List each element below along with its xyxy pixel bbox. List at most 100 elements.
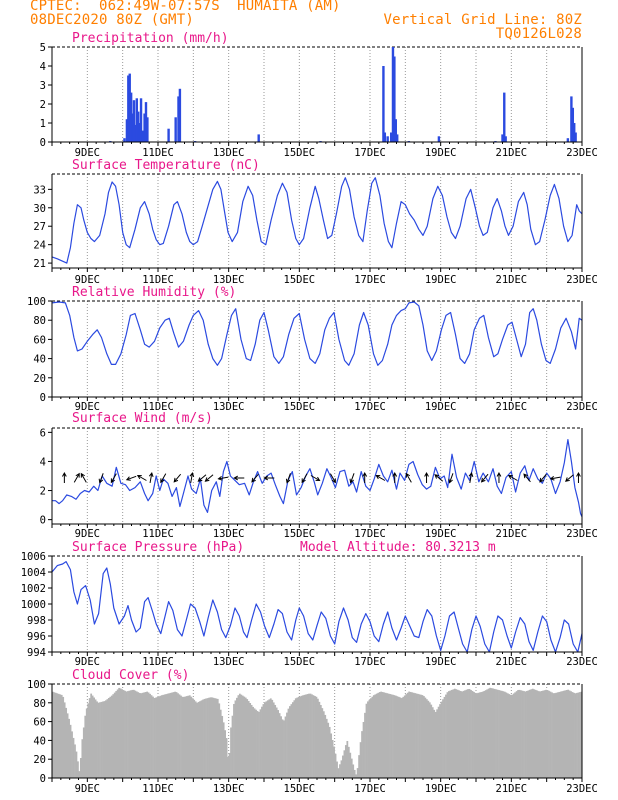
cloud-bar: [140, 693, 143, 778]
cloud-bar: [481, 691, 484, 778]
wind-arrow: [301, 473, 308, 484]
cloud-bar: [496, 689, 499, 778]
cloud-bar: [431, 707, 434, 778]
cloud-bar: [424, 697, 427, 778]
x-tick-label: 11DEC: [142, 528, 174, 540]
y-tick-label: 24: [33, 240, 46, 252]
series-line: [51, 177, 583, 264]
cloud-bar: [93, 697, 95, 778]
cloud-bar: [238, 693, 241, 778]
cloud-bar: [355, 774, 358, 778]
cloud-bar: [193, 699, 196, 778]
cloud-bar: [400, 698, 403, 778]
wind-arrow: [329, 473, 336, 484]
cloud-bar: [211, 697, 213, 778]
vertical-grid-note: Vertical Grid Line: 80Z: [383, 12, 582, 28]
precip-bar: [574, 132, 577, 142]
cloud-bar: [389, 693, 391, 778]
cloud-bar: [100, 701, 103, 778]
cloud-bar: [131, 689, 134, 778]
cloud-bar: [505, 692, 508, 778]
cloud-bar: [252, 706, 254, 778]
cloud-bar: [85, 708, 88, 778]
precip-bar: [571, 107, 575, 142]
cloud-bar: [493, 688, 496, 778]
cloud-bar: [445, 694, 447, 778]
cloud-bar: [272, 702, 275, 778]
cloud-bar: [280, 716, 282, 778]
cloud-bar: [302, 695, 305, 778]
cloud-bar: [194, 701, 197, 778]
precip-bar: [167, 128, 170, 142]
cloud-bar: [52, 691, 54, 778]
y-tick-label: 30: [33, 203, 46, 215]
cloud-bar: [483, 690, 486, 778]
y-tick-label: 40: [33, 354, 46, 366]
y-tick-label: 1006: [21, 551, 46, 563]
cloud-bar: [152, 696, 154, 778]
cloud-bar: [439, 704, 441, 778]
series-line: [51, 301, 583, 366]
cloud-bar: [274, 704, 277, 778]
cloud-bar: [529, 689, 531, 778]
cloud-bar: [297, 696, 300, 778]
y-tick-label: 2: [40, 486, 46, 498]
x-tick-label: 11DEC: [142, 783, 174, 795]
cloud-bar: [275, 707, 278, 778]
cloud-bar: [579, 692, 581, 778]
y-tick-label: 20: [33, 373, 46, 385]
cloud-bar: [334, 753, 337, 778]
cloud-bar: [399, 697, 402, 778]
cloud-bar: [116, 689, 119, 778]
station-header: CPTEC: 062:49W-07:57S HUMAITA (AM): [30, 0, 341, 14]
cloud-bar: [548, 690, 550, 778]
cloud-bar: [266, 700, 269, 778]
y-tick-label: 0: [40, 515, 46, 527]
cloud-bar: [459, 690, 462, 778]
cloud-bar: [449, 690, 452, 778]
cloud-bar: [143, 692, 146, 778]
cloud-bar: [477, 692, 480, 778]
cloud-bar: [409, 691, 412, 778]
cloud-bar: [317, 698, 319, 778]
x-tick-label: 11DEC: [142, 147, 174, 159]
cloud-bar: [158, 696, 160, 778]
cloud-bar: [56, 693, 59, 778]
wind-arrow: [507, 474, 518, 481]
cloud-bar: [448, 691, 450, 778]
cloud-bar: [558, 691, 561, 778]
precip-bar: [138, 123, 141, 142]
cloud-bar: [291, 702, 294, 778]
wind-arrow: [424, 471, 429, 483]
cloud-bar: [183, 696, 185, 778]
cloud-bar: [153, 697, 156, 778]
cloud-bar: [109, 696, 112, 778]
cloud-bar: [406, 692, 409, 778]
wind-arrow: [448, 473, 454, 484]
cloud-bar: [564, 690, 567, 778]
wind-arrow: [173, 473, 182, 483]
cloud-bar: [318, 701, 321, 778]
cloud-bar: [358, 755, 360, 778]
cloud-bar: [576, 692, 578, 778]
wind-arrow: [496, 471, 502, 483]
cloud-bar: [118, 687, 121, 778]
cloud-bar: [321, 708, 324, 778]
cloud-bar: [110, 695, 113, 778]
cloud-bar: [255, 709, 257, 778]
y-tick-label: 0: [40, 773, 46, 785]
x-tick-label: 15DEC: [284, 783, 316, 795]
y-tick-label: 996: [27, 631, 46, 643]
y-tick-label: 3: [40, 80, 46, 92]
cloud-bar: [69, 724, 72, 778]
cloud-bar: [556, 692, 559, 778]
x-tick-label: 21DEC: [496, 147, 528, 159]
cloud-bar: [378, 692, 381, 778]
cloud-bar: [241, 695, 244, 778]
cloud-bar: [138, 693, 141, 778]
wind-arrow: [523, 473, 531, 483]
x-tick-label: 23DEC: [566, 656, 598, 668]
cloud-bar: [84, 715, 87, 778]
cloud-bar: [539, 691, 542, 778]
y-tick-label: 2: [40, 99, 46, 111]
